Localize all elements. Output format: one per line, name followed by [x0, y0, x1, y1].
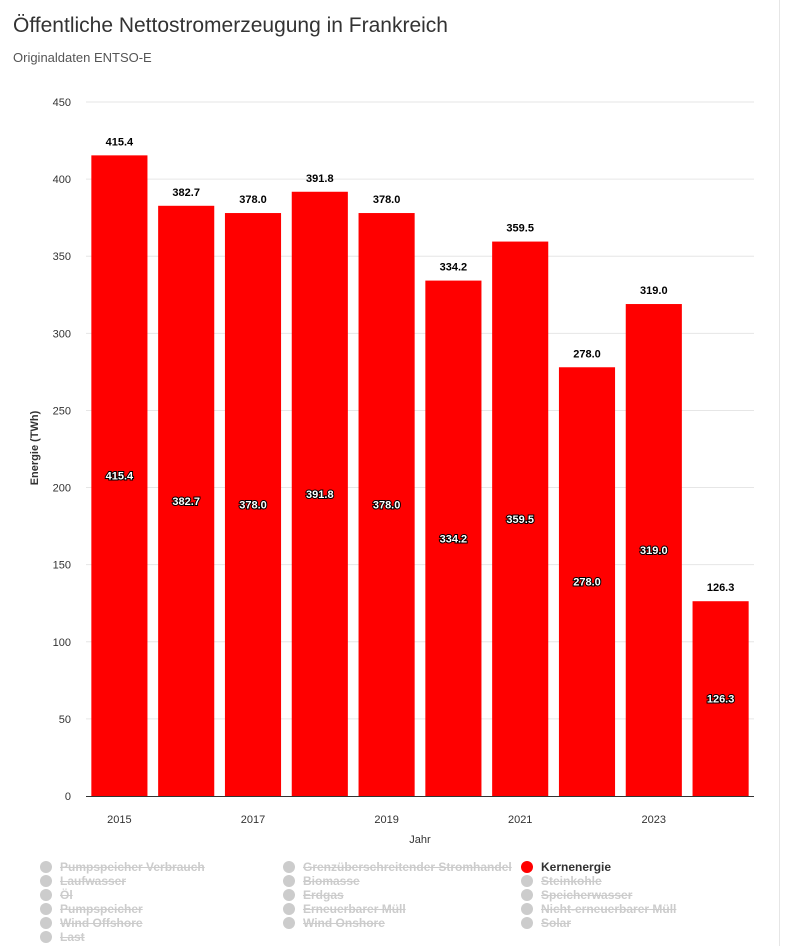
- legend-label: Wind Offshore: [60, 916, 143, 930]
- bar-chart: 0 50 100 150 200 250 300 350 400 450 415.4 415.4 201…: [29, 97, 754, 846]
- bar-value-label-inside: 391.8: [306, 489, 334, 501]
- x-tick-label: 2021: [508, 814, 532, 826]
- legend-marker-icon: [40, 889, 52, 901]
- legend-label: Last: [60, 930, 85, 944]
- bar[interactable]: [291, 191, 348, 797]
- y-tick-label: 200: [53, 483, 71, 495]
- legend-label: Steinkohle: [541, 874, 602, 888]
- legend-marker-icon: [40, 875, 52, 887]
- bar-value-label-inside: 378.0: [373, 500, 401, 512]
- legend-label: Wind Onshore: [303, 916, 385, 930]
- y-tick-label: 400: [53, 174, 71, 186]
- bar-value-label-inside: 126.3: [707, 694, 735, 706]
- legend-marker-icon: [283, 903, 295, 915]
- x-tick-label: 2017: [241, 814, 265, 826]
- bar[interactable]: [692, 601, 749, 796]
- y-tick-label: 150: [53, 560, 71, 572]
- bar-value-label-top: 382.7: [172, 187, 200, 199]
- bar-value-label-top: 359.5: [506, 223, 534, 235]
- y-tick-label: 100: [53, 637, 71, 649]
- legend-marker-icon: [521, 861, 533, 873]
- legend-label: Erneuerbarer Müll: [303, 902, 406, 916]
- bar[interactable]: [492, 241, 549, 796]
- y-tick-label: 350: [53, 251, 71, 263]
- legend-label: Grenzüberschreitender Stromhandel: [303, 860, 512, 874]
- legend-marker-icon: [521, 875, 533, 887]
- legend-marker-icon: [521, 917, 533, 929]
- bar[interactable]: [158, 205, 215, 796]
- legend-label: Solar: [541, 916, 572, 930]
- y-tick-label: 0: [65, 791, 71, 803]
- bar-value-label-top: 126.3: [707, 582, 735, 594]
- legend-marker-icon: [40, 917, 52, 929]
- legend-marker-icon: [521, 889, 533, 901]
- legend-label: Biomasse: [303, 874, 360, 888]
- page-subtitle: Originaldaten ENTSO-E: [13, 50, 152, 65]
- legend-marker-icon: [283, 889, 295, 901]
- x-tick-label: 2019: [374, 814, 398, 826]
- x-tick-label: 2015: [107, 814, 131, 826]
- bar-value-label-top: 391.8: [306, 173, 334, 185]
- bar-value-label-inside: 334.2: [440, 533, 468, 545]
- bar[interactable]: [625, 304, 682, 796]
- bar[interactable]: [425, 280, 482, 796]
- y-tick-label: 50: [59, 714, 71, 726]
- page-title: Öffentliche Nettostromerzeugung in Frank…: [13, 14, 448, 37]
- x-axis-title: Jahr: [409, 834, 431, 846]
- bar-value-label-inside: 415.4: [106, 471, 134, 483]
- legend-label: Kernenergie: [541, 860, 612, 874]
- legend-label: Pumpspeicher: [60, 902, 143, 916]
- bar-value-label-top: 378.0: [239, 194, 267, 206]
- bar-value-label-top: 415.4: [106, 136, 134, 148]
- legend-label: Öl: [60, 888, 73, 902]
- y-tick-label: 250: [53, 405, 71, 417]
- legend: Pumpspeicher Verbrauch Grenzüberschreiten…: [40, 860, 740, 946]
- legend-marker-icon: [40, 861, 52, 873]
- x-tick-label: 2023: [642, 814, 666, 826]
- bar-value-label-top: 334.2: [440, 262, 468, 274]
- y-axis-title: Energie (TWh): [29, 410, 41, 485]
- bar-value-label-inside: 359.5: [506, 514, 534, 526]
- legend-label: Pumpspeicher Verbrauch: [60, 860, 205, 874]
- y-tick-label: 450: [53, 97, 71, 109]
- bar[interactable]: [558, 367, 616, 796]
- bar[interactable]: [224, 213, 282, 797]
- legend-marker-icon: [521, 903, 533, 915]
- y-tick-label: 300: [53, 328, 71, 340]
- bar-value-label-inside: 382.7: [172, 496, 200, 508]
- bar-value-label-inside: 378.0: [239, 500, 267, 512]
- legend-label: Erdgas: [303, 888, 344, 902]
- legend-label: Laufwasser: [60, 874, 127, 888]
- bar-value-label-top: 319.0: [640, 285, 668, 297]
- legend-marker-icon: [40, 903, 52, 915]
- legend-label: Speicherwasser: [541, 888, 633, 902]
- bar-value-label-top: 378.0: [373, 194, 401, 206]
- bar[interactable]: [91, 155, 148, 796]
- bar-value-label-top: 278.0: [573, 348, 601, 360]
- legend-marker-icon: [40, 931, 52, 943]
- legend-marker-icon: [283, 875, 295, 887]
- bar-value-label-inside: 319.0: [640, 545, 668, 557]
- legend-marker-icon: [283, 861, 295, 873]
- bar[interactable]: [358, 213, 415, 797]
- scrollbar-track[interactable]: [779, 0, 780, 946]
- legend-label: Nicht-erneuerbarer Müll: [541, 902, 677, 916]
- bar-value-label-inside: 278.0: [573, 577, 601, 589]
- legend-marker-icon: [283, 917, 295, 929]
